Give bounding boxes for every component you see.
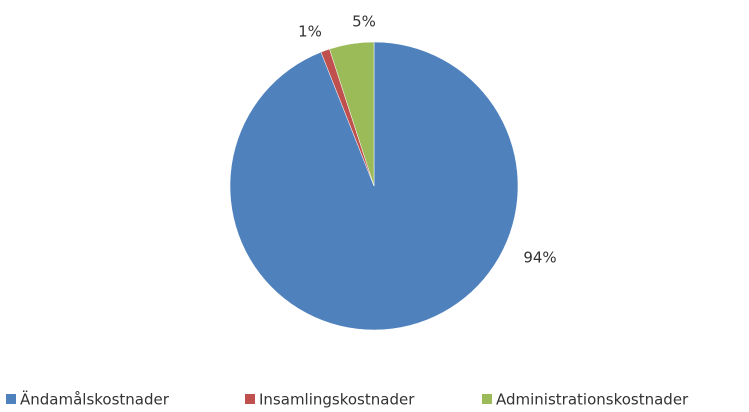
legend-swatch [245,394,255,404]
legend-label: Insamlingskostnader [259,391,415,409]
legend-swatch [482,394,492,404]
data-label: 1% [298,23,322,41]
pie-slice [329,41,375,187]
data-label: 5% [352,13,376,31]
data-label: 94% [523,249,556,267]
legend-label: Ändamålskostnader [20,390,170,409]
legend-label: Administrationskostnader [496,391,689,409]
legend-swatch [6,394,16,404]
